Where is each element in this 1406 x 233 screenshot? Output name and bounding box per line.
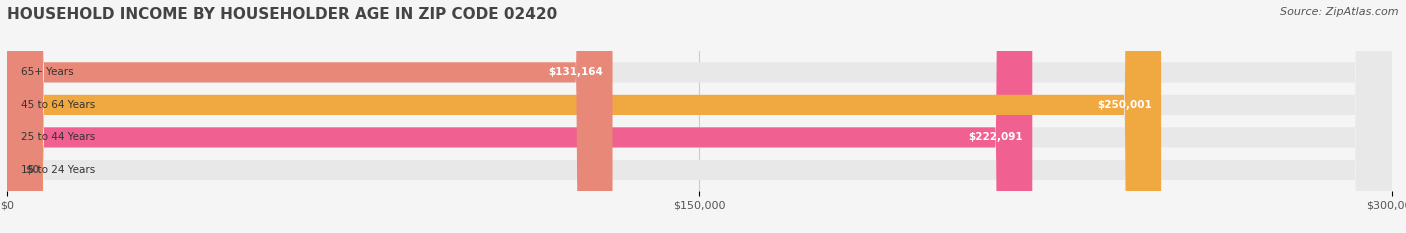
Text: $131,164: $131,164 xyxy=(548,67,603,77)
Text: $0: $0 xyxy=(25,165,39,175)
Text: $250,001: $250,001 xyxy=(1097,100,1152,110)
Text: 45 to 64 Years: 45 to 64 Years xyxy=(21,100,96,110)
FancyBboxPatch shape xyxy=(7,0,1392,233)
FancyBboxPatch shape xyxy=(7,0,1161,233)
FancyBboxPatch shape xyxy=(7,0,1392,233)
FancyBboxPatch shape xyxy=(7,0,1032,233)
Text: 65+ Years: 65+ Years xyxy=(21,67,73,77)
Text: HOUSEHOLD INCOME BY HOUSEHOLDER AGE IN ZIP CODE 02420: HOUSEHOLD INCOME BY HOUSEHOLDER AGE IN Z… xyxy=(7,7,557,22)
Text: 15 to 24 Years: 15 to 24 Years xyxy=(21,165,96,175)
FancyBboxPatch shape xyxy=(7,0,613,233)
Text: $222,091: $222,091 xyxy=(969,132,1024,142)
FancyBboxPatch shape xyxy=(7,0,1392,233)
Text: 25 to 44 Years: 25 to 44 Years xyxy=(21,132,96,142)
Text: Source: ZipAtlas.com: Source: ZipAtlas.com xyxy=(1281,7,1399,17)
FancyBboxPatch shape xyxy=(7,0,1392,233)
